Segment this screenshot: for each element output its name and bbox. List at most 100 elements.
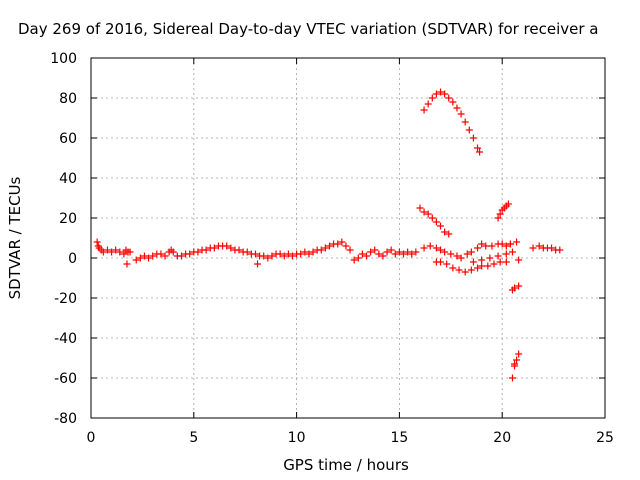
series-late bbox=[529, 242, 564, 254]
data-point bbox=[502, 258, 510, 266]
data-point bbox=[243, 248, 251, 256]
data-point bbox=[482, 242, 490, 250]
data-point bbox=[424, 210, 432, 218]
y-tick-label: -60 bbox=[54, 371, 77, 387]
data-point bbox=[515, 350, 523, 358]
y-tick-label: 40 bbox=[59, 171, 77, 187]
data-point bbox=[420, 244, 428, 252]
data-point bbox=[515, 256, 523, 264]
data-point bbox=[469, 258, 477, 266]
data-point bbox=[334, 240, 342, 248]
data-point bbox=[301, 248, 309, 256]
data-point bbox=[494, 214, 502, 222]
data-point bbox=[428, 94, 436, 102]
data-point bbox=[445, 94, 453, 102]
data-point bbox=[508, 248, 516, 256]
data-point bbox=[513, 356, 521, 364]
data-point bbox=[123, 260, 131, 268]
data-point bbox=[502, 242, 510, 250]
x-axis-label: GPS time / hours bbox=[283, 456, 409, 474]
data-point bbox=[194, 248, 202, 256]
data-point bbox=[157, 250, 165, 258]
data-point bbox=[465, 126, 473, 134]
data-point bbox=[375, 250, 383, 258]
data-point bbox=[502, 250, 510, 258]
data-point bbox=[268, 252, 276, 260]
data-point bbox=[145, 254, 153, 262]
data-point bbox=[309, 248, 317, 256]
series-arc-mid bbox=[416, 204, 453, 238]
data-point bbox=[476, 148, 484, 156]
data-point bbox=[103, 246, 111, 254]
data-point bbox=[350, 256, 358, 264]
data-point bbox=[354, 254, 362, 262]
data-point bbox=[210, 244, 218, 252]
data-point bbox=[441, 90, 449, 98]
data-point bbox=[449, 264, 457, 272]
y-tick-label: -40 bbox=[54, 331, 77, 347]
y-tick-label: 80 bbox=[59, 91, 77, 107]
data-point bbox=[467, 248, 475, 256]
data-point bbox=[432, 90, 440, 98]
data-point bbox=[93, 238, 101, 246]
data-point bbox=[112, 246, 120, 254]
data-point bbox=[455, 266, 463, 274]
data-point bbox=[412, 248, 420, 256]
data-point bbox=[445, 230, 453, 238]
data-point bbox=[453, 252, 461, 260]
data-point bbox=[149, 252, 157, 260]
data-point bbox=[467, 266, 475, 274]
plot-frame bbox=[90, 57, 606, 419]
data-point bbox=[235, 246, 243, 254]
data-point bbox=[424, 100, 432, 108]
data-point bbox=[529, 244, 537, 252]
data-point bbox=[136, 254, 144, 262]
data-point bbox=[469, 134, 477, 142]
data-point bbox=[453, 104, 461, 112]
data-point bbox=[342, 242, 350, 250]
y-tick-label: 20 bbox=[59, 211, 77, 227]
data-point bbox=[140, 252, 148, 260]
data-point bbox=[297, 250, 305, 258]
data-point bbox=[504, 200, 512, 208]
series-baseline bbox=[93, 238, 420, 268]
y-tick-label: -20 bbox=[54, 291, 77, 307]
y-tick-label: 100 bbox=[50, 51, 77, 67]
data-point bbox=[284, 250, 292, 258]
data-point bbox=[432, 244, 440, 252]
data-point bbox=[447, 250, 455, 258]
x-tick-label: 20 bbox=[493, 430, 511, 446]
data-point bbox=[478, 262, 486, 270]
data-point bbox=[379, 252, 387, 260]
data-point bbox=[506, 240, 514, 248]
data-point bbox=[260, 252, 268, 260]
data-point bbox=[391, 250, 399, 258]
data-points bbox=[93, 88, 564, 382]
data-point bbox=[437, 246, 445, 254]
series-arc-high bbox=[420, 88, 484, 156]
data-point bbox=[371, 246, 379, 254]
data-point bbox=[132, 256, 140, 264]
data-point bbox=[461, 268, 469, 276]
data-point bbox=[321, 244, 329, 252]
data-point bbox=[443, 260, 451, 268]
data-point bbox=[486, 254, 494, 262]
data-point bbox=[474, 264, 482, 272]
data-point bbox=[383, 248, 391, 256]
data-point bbox=[496, 210, 504, 218]
data-point bbox=[367, 248, 375, 256]
y-tick-label: 0 bbox=[68, 251, 77, 267]
data-point bbox=[416, 204, 424, 212]
data-point bbox=[484, 262, 492, 270]
data-point bbox=[177, 252, 185, 260]
x-tick-label: 25 bbox=[596, 430, 614, 446]
data-point bbox=[280, 252, 288, 260]
data-point bbox=[488, 242, 496, 250]
data-point bbox=[428, 214, 436, 222]
series-rise-20 bbox=[494, 200, 512, 222]
data-point bbox=[408, 250, 416, 258]
data-point bbox=[548, 244, 556, 252]
data-point bbox=[449, 98, 457, 106]
data-point bbox=[463, 250, 471, 258]
